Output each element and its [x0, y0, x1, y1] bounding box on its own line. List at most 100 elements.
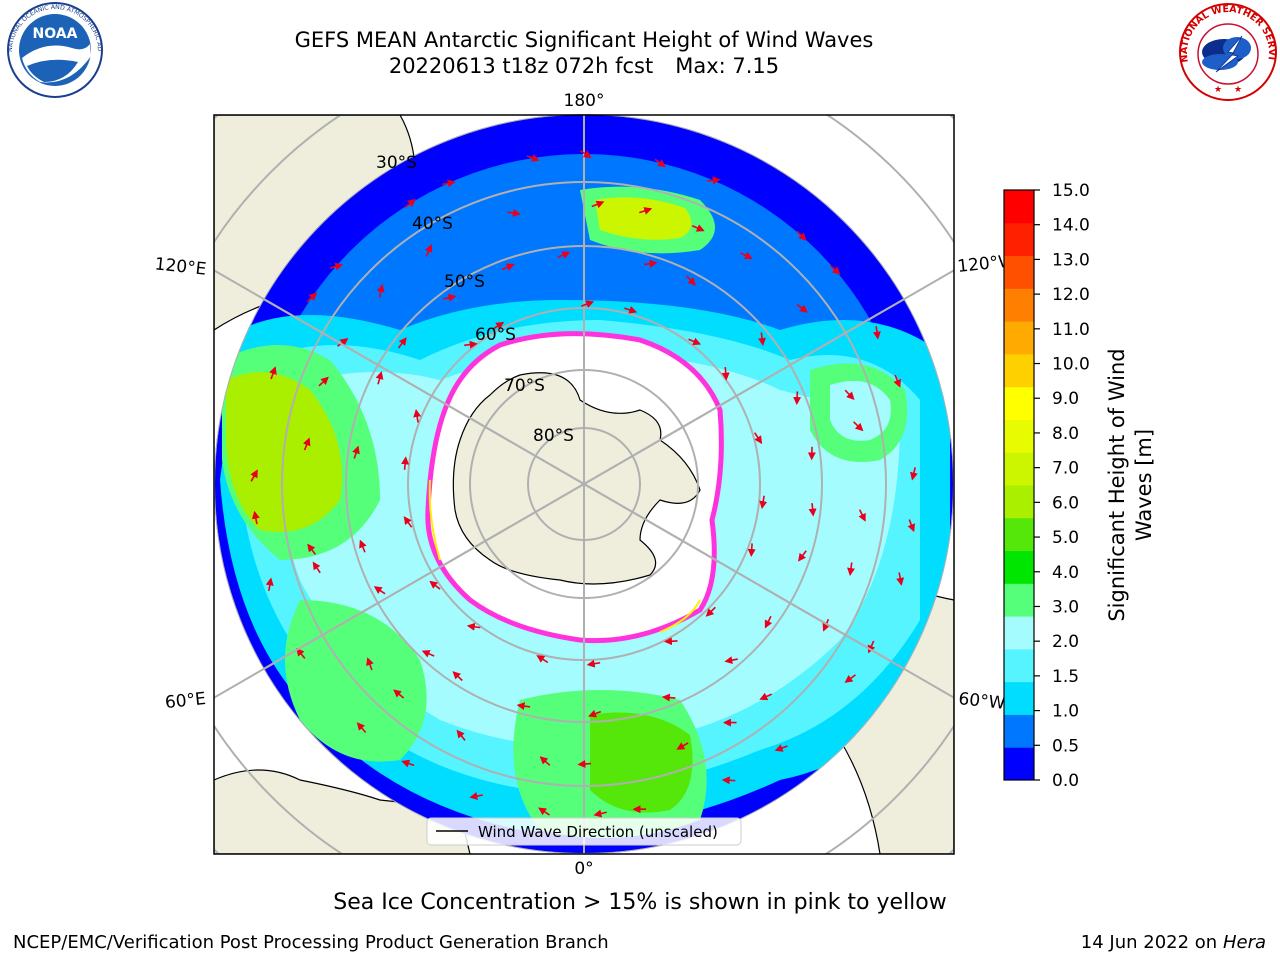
wind-wave-arrow [265, 577, 274, 591]
wind-wave-arrow [907, 519, 916, 533]
wind-wave-arrow [526, 154, 540, 162]
land-antarctica [452, 372, 701, 585]
wind-wave-arrow [466, 622, 481, 631]
colorbar-tick-label: 6.0 [1052, 493, 1079, 513]
wind-wave-arrow [376, 283, 385, 298]
wind-wave-arrow [858, 509, 866, 522]
wind-wave-arrow [829, 264, 841, 275]
colorbar-tick-label: 8.0 [1052, 424, 1079, 444]
wind-wave-arrow [796, 230, 807, 241]
colorbar-tick-label: 3.0 [1052, 597, 1079, 617]
wind-wave-arrow [307, 543, 317, 555]
wind-wave-arrow [691, 224, 705, 232]
wind-wave-arrow [793, 391, 802, 406]
colorbar-segment [1004, 648, 1034, 683]
wind-wave-arrow [443, 293, 457, 302]
colorbar-segment [1004, 550, 1034, 584]
wind-wave-arrow [538, 807, 550, 816]
svg-text:★: ★ [1234, 85, 1242, 95]
colorbar-tick-label: 12.0 [1052, 285, 1090, 305]
svg-text:★: ★ [1214, 85, 1222, 95]
wind-wave-arrow [375, 371, 384, 385]
colorbar-tick-label: 15.0 [1052, 181, 1090, 201]
colorbar-segment [1004, 353, 1034, 388]
colorbar-segment [1004, 386, 1034, 420]
colorbar-tick-label: 14.0 [1052, 216, 1090, 236]
colorbar-segment [1004, 321, 1034, 355]
wind-wave-arrow [872, 326, 881, 340]
colorbar-segment [1004, 288, 1034, 322]
wind-wave-arrow [685, 275, 696, 286]
wind-wave-arrow [464, 340, 478, 349]
lat-label-70s: 70°S [504, 376, 545, 396]
colorbar-segment [1004, 616, 1034, 650]
colorbar-segment [1004, 419, 1034, 453]
wind-wave-arrow [251, 510, 260, 525]
wind-wave-arrow [644, 259, 658, 268]
wind-wave-arrow [401, 456, 410, 470]
wind-wave-arrow [591, 200, 605, 209]
colorbar-tick-label: 0.5 [1052, 736, 1079, 756]
colorbar-tick-label: 9.0 [1052, 389, 1079, 409]
map-frame [213, 114, 955, 855]
colorbar-tick-label: 2.0 [1052, 632, 1079, 652]
host-name: Hera [1222, 932, 1266, 953]
wind-wave-arrow [588, 709, 602, 718]
colorbar-segment [1004, 681, 1034, 715]
wind-wave-arrow [661, 693, 676, 702]
colorbar-tick-label: 5.0 [1052, 528, 1079, 548]
map-legend: Wind Wave Direction (unscaled) [426, 817, 742, 846]
generation-date: 14 Jun 2022 on Hera [1081, 932, 1266, 953]
wind-wave-arrow [469, 792, 483, 800]
wind-wave-arrow [577, 759, 592, 768]
wind-wave-arrow [352, 445, 360, 459]
lat-label-80s: 80°S [533, 426, 574, 446]
wind-wave-arrow [759, 692, 773, 701]
wind-wave-arrow [676, 742, 689, 750]
colorbar-segment [1004, 222, 1034, 257]
wind-wave-arrow [639, 207, 653, 215]
wind-wave-arrow [312, 561, 321, 574]
wind-wave-arrow [536, 655, 549, 664]
colorbar-tick-label: 10.0 [1052, 355, 1090, 375]
wind-wave-arrow [452, 671, 463, 682]
date-text: 14 Jun 2022 on [1080, 932, 1218, 953]
wind-wave-arrow [808, 503, 817, 517]
wind-wave-arrow [250, 469, 258, 482]
lon-label-120e: 120°E [154, 254, 208, 279]
colorbar-tick-label: 7.0 [1052, 459, 1079, 479]
colorbar-segment [1004, 255, 1034, 289]
wind-wave-arrow [456, 729, 466, 741]
wind-wave-arrow [663, 637, 678, 646]
wind-wave-arrow [366, 657, 374, 671]
colorbar-segment [1004, 583, 1034, 617]
wind-wave-arrow [753, 432, 763, 445]
colorbar-tick-label: 13.0 [1052, 250, 1090, 270]
colorbar-tick-label: 4.0 [1052, 563, 1079, 583]
wind-wave-arrow [401, 759, 415, 768]
wind-wave-arrow [893, 374, 901, 388]
legend-label: Wind Wave Direction (unscaled) [478, 823, 718, 841]
wind-wave-arrow [774, 744, 788, 752]
colorbar-tick-label: 1.5 [1052, 667, 1079, 687]
wind-wave-arrow [721, 367, 730, 381]
wind-wave-arrow [844, 389, 855, 401]
wind-wave-arrow [844, 674, 856, 683]
wind-wave-arrows [250, 149, 918, 818]
wind-wave-arrow [758, 332, 767, 347]
wind-wave-arrow [747, 543, 756, 558]
wind-wave-arrow [624, 306, 638, 314]
wind-wave-arrow [403, 516, 413, 528]
noaa-wordmark: NOAA [33, 26, 78, 42]
wind-wave-arrow [896, 572, 905, 586]
colorbar-segment [1004, 517, 1034, 552]
wind-wave-arrow [586, 659, 601, 668]
colorbar-segment [1004, 452, 1034, 486]
wind-wave-arrow [847, 562, 855, 576]
wind-wave-arrow [501, 263, 515, 271]
wind-wave-arrow [269, 366, 277, 380]
wind-wave-arrow [724, 656, 738, 665]
wind-wave-arrow [557, 251, 571, 259]
wind-wave-arrow [688, 337, 702, 346]
